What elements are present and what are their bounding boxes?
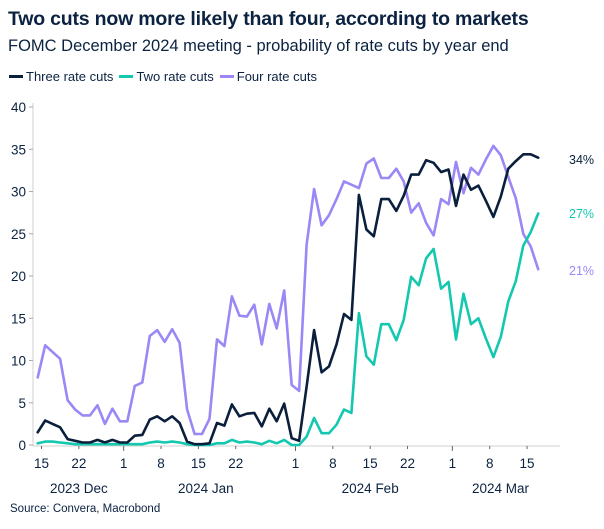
y-tick-label: 25 — [11, 227, 26, 242]
y-tick-label: 40 — [11, 100, 26, 115]
y-tick-label: 20 — [11, 269, 26, 284]
legend-label: Three rate cuts — [26, 69, 114, 84]
x-tick-label: 15 — [191, 456, 206, 471]
legend-item-three-cuts[interactable]: Three rate cuts — [9, 69, 113, 84]
y-tick-label: 35 — [11, 142, 26, 157]
x-tick-label: 1 — [120, 456, 128, 471]
legend-item-four-cuts[interactable]: Four rate cuts — [219, 69, 317, 84]
x-tick-label: 8 — [157, 456, 165, 471]
x-month-label: 2023 Dec — [50, 481, 108, 496]
x-tick-label: 8 — [486, 456, 494, 471]
x-month-label: 2024 Feb — [342, 481, 399, 496]
x-month-label: 2024 Mar — [472, 481, 530, 496]
legend-swatch — [9, 75, 23, 78]
series-line-three-rate-cuts — [36, 153, 540, 446]
legend-swatch — [219, 75, 234, 78]
x-tick-label: 15 — [520, 456, 535, 471]
end-value-label: 34% — [569, 153, 594, 167]
chart-subtitle: FOMC December 2024 meeting - probability… — [8, 37, 509, 55]
x-tick-label: 1 — [292, 456, 300, 471]
end-value-label: 27% — [569, 207, 594, 221]
end-value-label: 21% — [569, 264, 594, 278]
y-tick-label: 15 — [11, 311, 26, 326]
chart-title: Two cuts now more likely than four, acco… — [8, 8, 529, 30]
legend-label: Four rate cuts — [236, 69, 317, 84]
x-tick-label: 22 — [228, 456, 243, 471]
x-tick-label: 1 — [449, 456, 457, 471]
x-month-label: 2024 Jan — [178, 481, 234, 496]
x-tick-label: 22 — [71, 456, 86, 471]
series-line-two-rate-cuts — [36, 212, 540, 447]
y-tick-label: 30 — [11, 185, 26, 200]
legend-swatch — [119, 75, 134, 78]
y-tick-label: 0 — [18, 438, 26, 453]
x-tick-label: 8 — [329, 456, 337, 471]
y-tick-label: 5 — [18, 396, 26, 411]
source-note: Source: Convera, Macrobond — [10, 503, 161, 515]
legend-item-two-cuts[interactable]: Two rate cuts — [119, 69, 214, 84]
legend: Three rate cuts Two rate cuts Four rate … — [9, 69, 317, 84]
x-tick-label: 15 — [363, 456, 378, 471]
x-tick-label: 15 — [34, 456, 49, 471]
legend-label: Two rate cuts — [136, 69, 214, 84]
x-tick-label: 22 — [400, 456, 415, 471]
series-line-four-rate-cuts — [36, 144, 540, 436]
y-tick-label: 10 — [11, 354, 26, 369]
